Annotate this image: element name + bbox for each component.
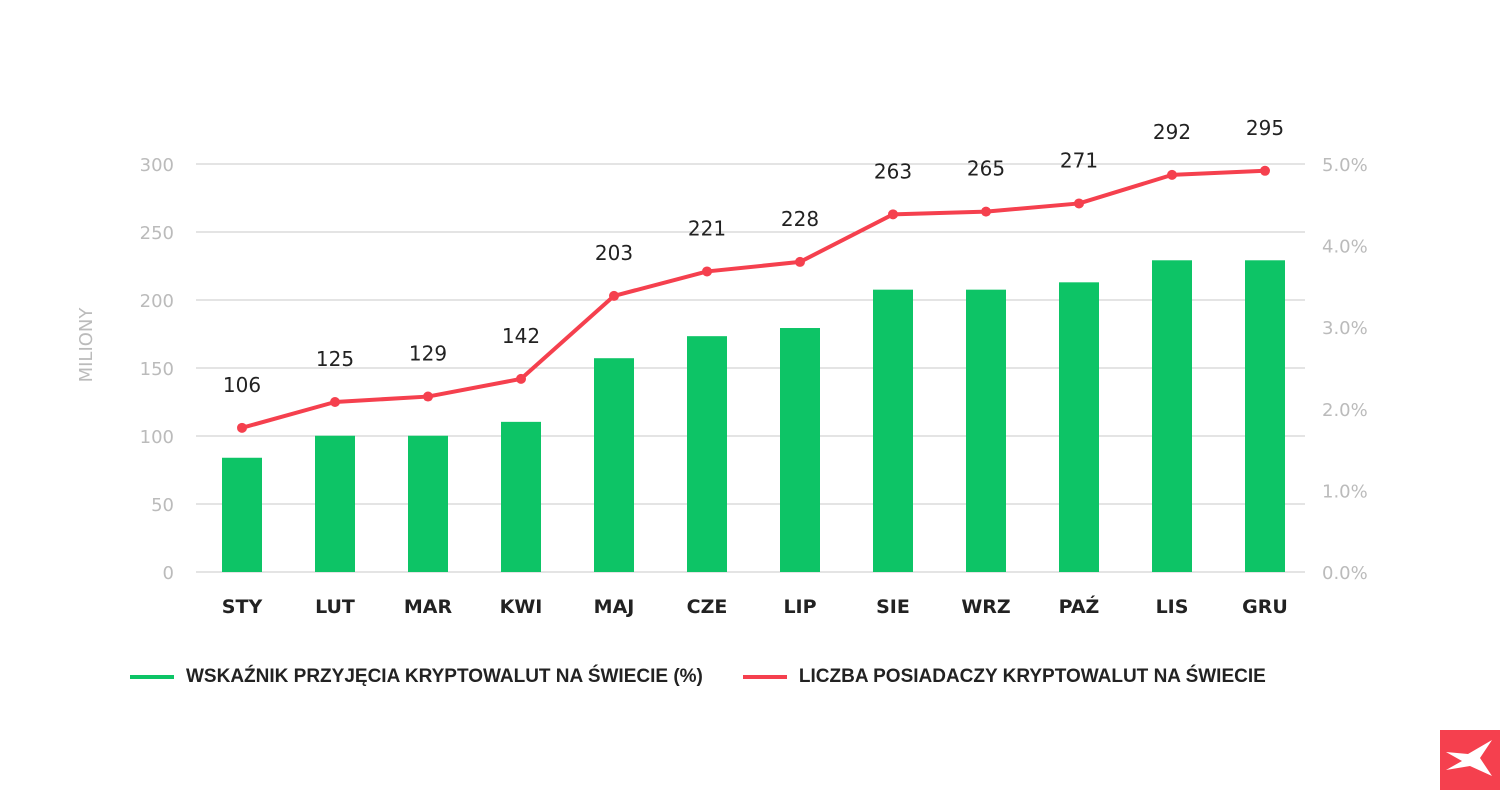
bar [687, 336, 727, 572]
bar [780, 328, 820, 572]
x-tick-label: STY [222, 596, 263, 618]
y-tick-label: 100 [140, 427, 174, 448]
y-tick-label: 300 [140, 155, 174, 176]
line-point [795, 256, 805, 267]
y-tick-label: 250 [140, 223, 174, 244]
x-tick-label: WRZ [961, 596, 1010, 618]
line-point [423, 391, 433, 402]
line-point [330, 397, 340, 407]
line-point [1167, 169, 1177, 180]
line-series: 106 125 129 142 203 221 228 263 265 271 292 295 [223, 116, 1284, 433]
legend-label: WSKAŹNIK PRZYJĘCIA KRYPTOWALUT NA ŚWIECI… [186, 666, 703, 687]
y2-tick-label: 0.0% [1322, 563, 1368, 584]
y2-tick-label: 5.0% [1322, 155, 1368, 176]
data-label: 106 [223, 373, 261, 397]
bar [1245, 260, 1285, 572]
legend-swatch-green [130, 675, 174, 679]
line-point [516, 373, 526, 384]
y2-tick-label: 2.0% [1322, 400, 1368, 421]
data-label: 292 [1153, 120, 1191, 144]
line-point [237, 422, 247, 433]
data-label: 125 [316, 347, 354, 371]
y-axis-label: MILIONY [76, 307, 97, 383]
legend-item-holders: LICZBA POSIADACZY KRYPTOWALUT NA ŚWIECIE [742, 666, 1266, 688]
xtb-logo-icon [1440, 730, 1500, 790]
line-point [1260, 165, 1270, 176]
y-axis-right: 0.0% 1.0% 2.0% 3.0% 4.0% 5.0% [1322, 155, 1368, 584]
x-tick-label: KWI [500, 596, 543, 618]
x-tick-label: MAJ [594, 596, 635, 618]
bar-series [222, 260, 1285, 572]
data-label: 295 [1246, 116, 1284, 140]
gridlines [196, 163, 1305, 573]
chart: 0 50 100 150 200 250 300 0.0% 1.0% 2.0% 3.0% 4.0% 5… [76, 116, 1368, 618]
line-point [702, 266, 712, 277]
bar [1152, 260, 1192, 572]
y2-tick-label: 1.0% [1322, 481, 1368, 502]
legend-swatch-red [742, 675, 787, 679]
x-tick-label: LIP [783, 596, 816, 618]
x-tick-label: SIE [876, 596, 910, 618]
y-tick-label: 50 [151, 495, 174, 516]
bar [501, 421, 541, 572]
legend: WSKAŹNIK PRZYJĘCIA KRYPTOWALUT NA ŚWIECI… [130, 666, 1266, 688]
line-point [888, 209, 898, 220]
data-label: 221 [688, 216, 726, 240]
line-point [981, 206, 991, 217]
data-label: 142 [502, 324, 540, 348]
x-tick-label: MAR [404, 596, 453, 618]
y-tick-label: 200 [140, 291, 174, 312]
x-tick-label: LUT [315, 596, 355, 618]
bar [1059, 282, 1099, 572]
bar [966, 289, 1006, 572]
line-path [241, 168, 1266, 430]
data-label: 265 [967, 157, 1005, 181]
legend-item-adoption: WSKAŹNIK PRZYJĘCIA KRYPTOWALUT NA ŚWIECI… [130, 666, 703, 688]
y-tick-label: 150 [140, 359, 174, 380]
bar [408, 435, 448, 572]
data-label: 263 [874, 159, 912, 183]
line-point [609, 290, 619, 301]
x-tick-label: CZE [687, 596, 728, 618]
y-axis-left: 0 50 100 150 200 250 300 [140, 155, 174, 584]
data-label: 203 [595, 241, 633, 265]
data-label: 129 [409, 342, 447, 366]
bar [594, 358, 634, 572]
data-label: 228 [781, 207, 819, 231]
x-tick-label: PAŹ [1059, 595, 1100, 618]
y2-tick-label: 4.0% [1322, 237, 1368, 258]
data-label: 271 [1060, 148, 1098, 172]
bar [222, 457, 262, 572]
legend-label: LICZBA POSIADACZY KRYPTOWALUT NA ŚWIECIE [798, 666, 1266, 687]
x-tick-label: GRU [1242, 596, 1288, 618]
y2-tick-label: 3.0% [1322, 318, 1368, 339]
x-axis: STY LUT MAR KWI MAJ CZE LIP SIE WRZ PAŹ LIS GRU [222, 595, 1288, 618]
x-tick-label: LIS [1156, 596, 1189, 618]
y-tick-label: 0 [163, 563, 174, 584]
bar [315, 435, 355, 572]
line-point [1074, 198, 1084, 209]
bar [873, 289, 913, 572]
